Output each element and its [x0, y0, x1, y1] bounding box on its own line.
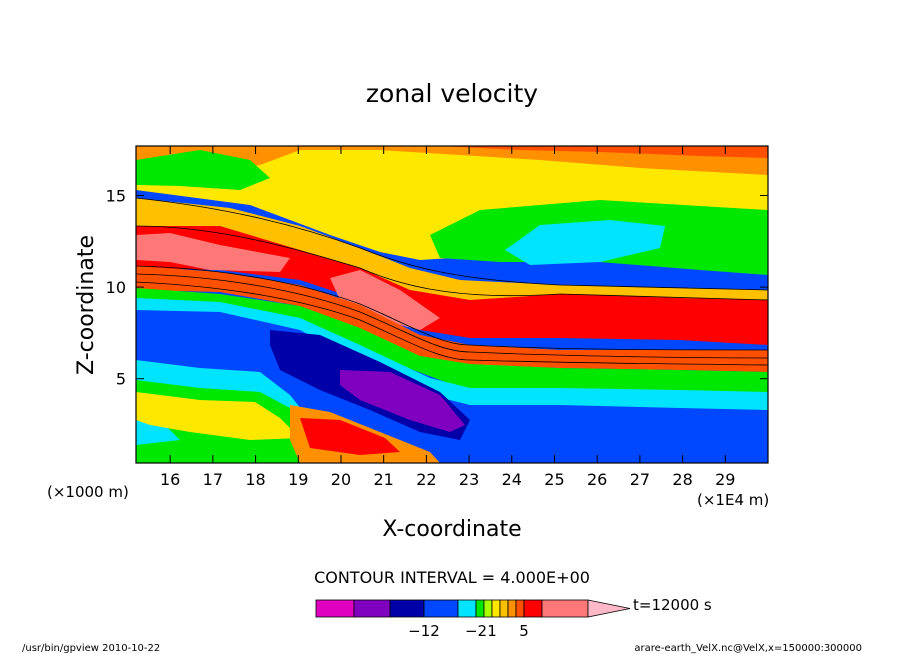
y-axis: 5 10 15 [106, 186, 768, 389]
x-unit-right: (×1E4 m) [697, 491, 769, 509]
patch-purple-core [340, 370, 465, 432]
plot-frame [135, 145, 769, 464]
time-label: t=12000 s [633, 596, 712, 614]
x-tick-label: 20 [331, 470, 351, 489]
band-green-lower [136, 288, 768, 395]
colorbar-label: −12 [408, 622, 440, 640]
x-tick-label: 23 [459, 470, 479, 489]
x-tick-label: 16 [160, 470, 180, 489]
patch-yellow-bottom-left [136, 392, 300, 440]
colorbar-swatch [507, 599, 517, 618]
x-tick-label: 28 [672, 470, 692, 489]
x-tick-label: 22 [416, 470, 436, 489]
colorbar-swatch [499, 599, 509, 618]
colorbar-swatch [523, 599, 543, 618]
patch-pink-center [330, 270, 440, 330]
colorbar-swatch [515, 599, 525, 618]
colorbar-swatch [457, 599, 477, 618]
y-tick-label: 5 [116, 370, 126, 389]
x-tick-label: 21 [373, 470, 393, 489]
x-axis: 16 17 18 19 20 21 22 23 24 25 26 27 28 29 [160, 146, 735, 489]
x-tick-label: 24 [502, 470, 522, 489]
patch-green-upper-left [136, 150, 270, 190]
patch-red-bottom [300, 418, 400, 455]
x-unit-left: (×1000 m) [47, 483, 129, 501]
x-axis-label: X-coordinate [382, 517, 521, 542]
colorbar-swatch [491, 599, 501, 618]
x-tick-label: 25 [544, 470, 564, 489]
band-red-jet [136, 226, 768, 345]
y-tick-label: 15 [106, 186, 126, 205]
colorbar-swatch [389, 599, 425, 618]
band-cyan-lower [136, 298, 768, 410]
x-tick-label: 29 [715, 470, 735, 489]
contour-field [136, 146, 768, 463]
colorbar-arrow [587, 599, 631, 618]
colorbar-swatch [483, 599, 493, 618]
x-tick-label: 27 [630, 470, 650, 489]
colorbar-swatch [353, 599, 391, 618]
colorbar-swatch [475, 599, 485, 618]
band-orange-top [136, 146, 768, 176]
x-tick-label: 26 [587, 470, 607, 489]
colorbar-swatch [315, 599, 355, 618]
footer-left: /usr/bin/gpview 2010-10-22 [22, 643, 160, 654]
y-tick-label: 10 [106, 278, 126, 297]
chart-title: zonal velocity [366, 79, 538, 108]
band-amber [136, 198, 768, 310]
band-redorange-top [440, 146, 768, 158]
colorbar-label: 5 [519, 622, 529, 640]
colorbar-label: 1 [487, 622, 497, 640]
colorbar: −12 −2 1 5 [315, 599, 631, 640]
patch-pink-left [136, 233, 290, 272]
colorbar-swatch [541, 599, 589, 618]
colorbar-label: −2 [465, 622, 487, 640]
patch-cyan-right [505, 220, 665, 265]
colorbar-swatch [423, 599, 459, 618]
x-tick-label: 17 [203, 470, 223, 489]
x-tick-label: 18 [245, 470, 265, 489]
y-axis-label: Z-coordinate [74, 235, 99, 375]
footer-right: arare-earth_VelX.nc@VelX,x=150000:300000 [634, 643, 862, 654]
contour-lines [136, 197, 768, 366]
contour-interval-label: CONTOUR INTERVAL = 4.000E+00 [314, 568, 590, 587]
x-tick-label: 19 [288, 470, 308, 489]
